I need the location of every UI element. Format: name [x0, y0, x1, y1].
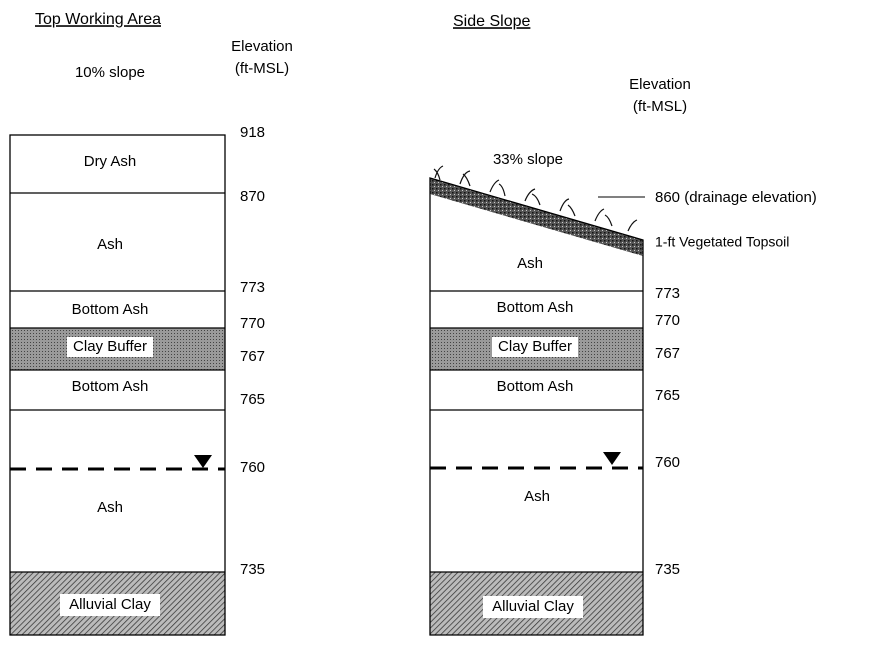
elevation: 760: [655, 454, 680, 471]
layer-label: Bottom Ash: [497, 299, 574, 316]
water-marker: [603, 452, 621, 465]
layer-label: Ash: [97, 236, 123, 253]
elevation: 760: [240, 459, 265, 476]
label-bg: [492, 337, 578, 357]
elevation: 735: [655, 561, 680, 578]
layer-label: Dry Ash: [84, 153, 137, 170]
slope-label: 10% slope: [75, 64, 145, 81]
layer-lines: [430, 290, 643, 573]
elevation: 767: [655, 345, 680, 362]
label-bg: [67, 337, 153, 357]
title: Top Working Area: [35, 11, 161, 28]
water-marker: [194, 455, 212, 468]
elevation-header: (ft-MSL): [633, 98, 687, 115]
layer-label: Bottom Ash: [72, 301, 149, 318]
elevation: 735: [240, 561, 265, 578]
elevation: 767: [240, 348, 265, 365]
elevation-header: Elevation: [629, 76, 691, 93]
elevation-header: Elevation: [231, 38, 293, 55]
label-bg: [60, 594, 160, 616]
topsoil-note: 1-ft Vegetated Topsoil: [655, 234, 789, 250]
layer-label: Alluvial Clay: [69, 596, 151, 613]
layer-label: Bottom Ash: [72, 378, 149, 395]
elevation: 773: [240, 279, 265, 296]
elevation-header: (ft-MSL): [235, 60, 289, 77]
column-outline: [9, 134, 226, 636]
slope-label: 33% slope: [493, 151, 563, 168]
label-bg: [483, 596, 583, 618]
layer-label: Alluvial Clay: [492, 598, 574, 615]
elevation: 860 (drainage elevation): [655, 189, 817, 206]
layer-lines: [10, 192, 225, 573]
layer-label: Ash: [524, 488, 550, 505]
elevation: 870: [240, 188, 265, 205]
layer-label: Ash: [517, 255, 543, 272]
vegetation: [433, 165, 638, 232]
layer-label: Clay Buffer: [498, 338, 572, 355]
right-column: Side Slope Elevation (ft-MSL) 33% slope …: [429, 13, 817, 636]
elevation: 765: [240, 391, 265, 408]
elevation: 770: [655, 312, 680, 329]
title: Side Slope: [453, 13, 530, 30]
elevation: 918: [240, 124, 265, 141]
layer-label: Ash: [97, 499, 123, 516]
left-column: Top Working Area Elevation (ft-MSL) 10% …: [9, 11, 293, 636]
elevation: 770: [240, 315, 265, 332]
topsoil: [430, 178, 643, 256]
elevation: 773: [655, 285, 680, 302]
layer-label: Clay Buffer: [73, 338, 147, 355]
column-outline: [429, 177, 644, 636]
layer-label: Bottom Ash: [497, 378, 574, 395]
elevation: 765: [655, 387, 680, 404]
